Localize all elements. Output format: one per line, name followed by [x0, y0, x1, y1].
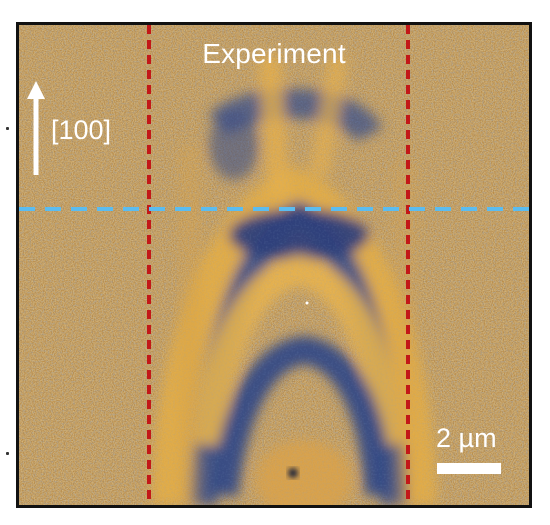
bright-spot: [305, 301, 309, 305]
edge-tick-mark: [6, 127, 9, 130]
defect-spot: [288, 468, 298, 478]
foreground-noise: [19, 25, 529, 505]
experiment-image-panel: Experiment [100] 2 µm: [16, 22, 532, 508]
crystal-direction-label: [100]: [51, 115, 112, 145]
scale-bar-label: 2 µm: [436, 423, 497, 453]
edge-tick-mark: [6, 452, 9, 455]
microscopy-image: [19, 25, 529, 505]
scale-bar: [437, 463, 501, 474]
arrow-up-icon: [27, 81, 45, 175]
panel-title: Experiment: [202, 38, 346, 69]
